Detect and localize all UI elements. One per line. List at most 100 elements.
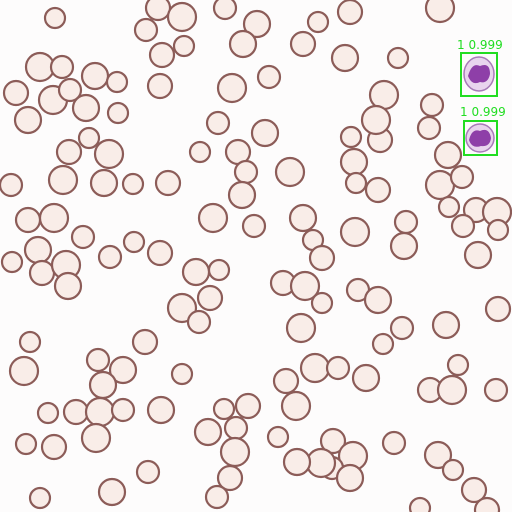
red-blood-cell [450,213,476,239]
red-blood-cell [389,231,419,261]
red-blood-cell [364,176,392,204]
red-blood-cell [486,218,510,242]
red-blood-cell [446,353,470,377]
red-blood-cell [363,285,393,315]
red-blood-cell [339,125,363,149]
red-blood-cell [28,486,52,510]
white-cell [463,56,495,92]
detection-box [463,120,498,156]
red-blood-cell [431,310,461,340]
red-blood-cell [289,30,317,58]
red-blood-cell [207,258,231,282]
red-blood-cell [216,72,248,104]
red-blood-cell [256,64,282,90]
red-blood-cell [193,417,223,447]
detection-box [460,52,498,97]
red-blood-cell [330,43,360,73]
detection-label: 1 0.999 [460,105,506,119]
red-blood-cell [154,169,182,197]
red-blood-cell [282,447,312,477]
red-blood-cell [371,332,395,356]
red-blood-cell [43,6,67,30]
red-blood-cell [368,79,400,111]
red-blood-cell [84,396,116,428]
red-blood-cell [436,374,468,406]
red-blood-cell [122,230,146,254]
red-blood-cell [473,496,501,512]
red-blood-cell [110,397,136,423]
red-blood-cell [212,0,238,21]
red-blood-cell [228,29,258,59]
red-blood-cell [437,195,461,219]
red-blood-cell [2,79,30,107]
red-blood-cell [89,168,119,198]
red-blood-cell [23,235,53,265]
red-blood-cell [28,259,56,287]
red-blood-cell [274,156,306,188]
red-blood-cell [308,244,336,272]
red-blood-cell [386,46,410,70]
red-blood-cell [40,433,68,461]
red-blood-cell [197,202,229,234]
red-blood-cell [339,147,369,177]
red-blood-cell [196,284,224,312]
red-blood-cell [55,138,83,166]
red-blood-cell [339,216,371,248]
red-blood-cell [393,209,419,235]
red-blood-cell [144,0,172,22]
red-blood-cell [186,309,212,335]
red-blood-cell [419,92,445,118]
red-blood-cell [170,362,194,386]
red-blood-cell [285,312,317,344]
red-blood-cell [121,172,145,196]
red-blood-cell [424,169,456,201]
red-blood-cell [80,61,110,91]
red-blood-cell [146,395,176,425]
red-blood-cell [24,51,56,83]
red-blood-cell [344,171,368,195]
red-blood-cell [319,427,347,455]
red-blood-cell [166,292,198,324]
red-blood-cell [85,347,111,373]
red-blood-cell [360,104,392,136]
red-blood-cell [280,390,312,422]
red-blood-cell [71,93,101,123]
red-blood-cell [146,239,174,267]
red-blood-cell [148,41,176,69]
red-blood-cell [36,401,60,425]
red-blood-cell [306,10,330,34]
detection-label: 1 0.999 [457,38,503,52]
white-cell [465,123,495,153]
red-blood-cell [351,363,381,393]
red-blood-cell [336,0,364,26]
red-blood-cell [335,463,365,493]
red-blood-cell [80,422,112,454]
red-blood-cell [97,244,123,270]
red-blood-cell [234,392,262,420]
red-blood-cell [433,140,463,170]
red-blood-cell [172,34,196,58]
red-blood-cell [97,477,127,507]
red-blood-cell [188,140,212,164]
red-blood-cell [105,70,129,94]
red-blood-cell [88,370,118,400]
red-blood-cell [424,0,456,24]
red-blood-cell [47,164,79,196]
red-blood-cell [135,459,161,485]
red-blood-cell [289,270,321,302]
red-blood-cell [441,458,465,482]
red-blood-cell [416,115,442,141]
red-blood-cell [14,206,42,234]
red-blood-cell [463,240,493,270]
red-blood-cell [181,257,211,287]
red-blood-cell [288,203,318,233]
red-blood-cell [205,110,231,136]
red-blood-cell [8,355,40,387]
red-blood-cell [106,101,130,125]
red-blood-cell [131,328,159,356]
red-blood-cell [219,436,251,468]
red-blood-cell [381,430,407,456]
red-blood-cell [250,118,280,148]
